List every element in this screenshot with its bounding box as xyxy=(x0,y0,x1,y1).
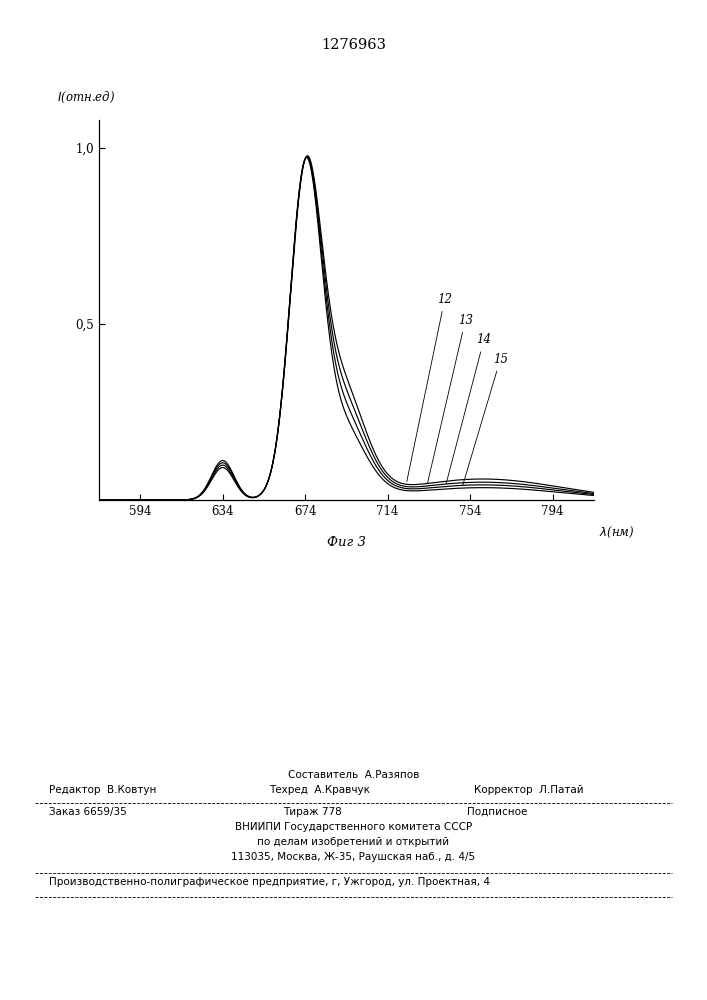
Text: 14: 14 xyxy=(446,333,491,484)
Text: $I$(отн.ед): $I$(отн.ед) xyxy=(57,90,115,105)
Text: Тираж 778: Тираж 778 xyxy=(283,807,341,817)
Text: Техред  А.Кравчук: Техред А.Кравчук xyxy=(269,785,370,795)
Text: Составитель  А.Разяпов: Составитель А.Разяпов xyxy=(288,770,419,780)
Text: 1276963: 1276963 xyxy=(321,38,386,52)
Text: Подписное: Подписное xyxy=(467,807,527,817)
Text: Редактор  В.Ковтун: Редактор В.Ковтун xyxy=(49,785,157,795)
Text: по делам изобретений и открытий: по делам изобретений и открытий xyxy=(257,837,450,847)
Text: 113035, Москва, Ж-35, Раушская наб., д. 4/5: 113035, Москва, Ж-35, Раушская наб., д. … xyxy=(231,852,476,862)
Text: Заказ 6659/35: Заказ 6659/35 xyxy=(49,807,127,817)
Text: Фиг 3: Фиг 3 xyxy=(327,536,366,549)
Text: 15: 15 xyxy=(462,353,508,485)
Text: ВНИИПИ Государственного комитета СССР: ВНИИПИ Государственного комитета СССР xyxy=(235,822,472,832)
Text: 13: 13 xyxy=(428,314,473,483)
Text: $\lambda$(нм): $\lambda$(нм) xyxy=(599,525,634,540)
Text: Производственно-полиграфическое предприятие, г, Ужгород, ул. Проектная, 4: Производственно-полиграфическое предприя… xyxy=(49,877,491,887)
Text: 12: 12 xyxy=(407,293,452,482)
Text: Корректор  Л.Патай: Корректор Л.Патай xyxy=(474,785,583,795)
